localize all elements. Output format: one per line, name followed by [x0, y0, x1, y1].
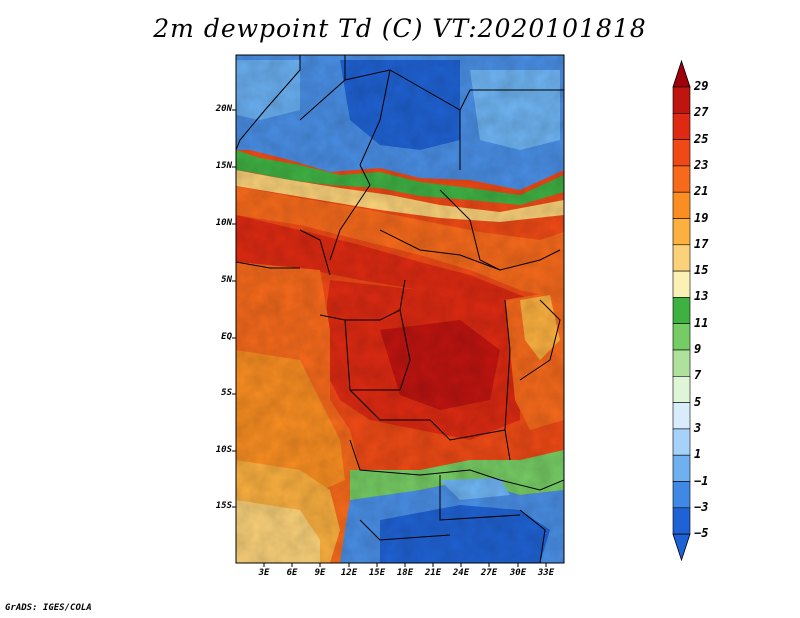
colorbar-swatch [672, 191, 691, 219]
colorbar-label: 29 [694, 79, 709, 93]
colorbar-swatch [672, 507, 691, 535]
colorbar-label: 15 [694, 263, 709, 278]
lon-label-21e: 21E [424, 568, 442, 578]
colorbar-top-triangle [672, 59, 691, 88]
colorbar-label: 1 [694, 447, 702, 462]
colorbar-label: −3 [694, 499, 709, 514]
colorbar-swatch [672, 244, 691, 272]
lon-label-9e: 9E [314, 568, 326, 578]
lat-label-15n: 15N [215, 161, 232, 171]
lon-label-33e: 33E [537, 568, 555, 578]
lon-label-24e: 24E [452, 568, 470, 578]
colorbar-label: 23 [694, 157, 709, 172]
colorbar-label: 7 [694, 368, 702, 383]
colorbar-label: 3 [694, 420, 702, 435]
lon-label-6e: 6E [286, 568, 298, 578]
colorbar-label: 21 [694, 184, 709, 199]
axis-ticks [232, 109, 547, 567]
lat-label-15s: 15S [215, 501, 232, 511]
colorbar-swatch [672, 113, 691, 140]
colorbar-label: 27 [694, 105, 709, 120]
lat-label-5s: 5S [221, 388, 232, 398]
map-frame [235, 54, 565, 564]
lon-label-12e: 12E [340, 568, 358, 578]
lon-label-27e: 27E [480, 568, 498, 578]
lat-label-10s: 10S [215, 445, 232, 455]
colorbar-swatch [672, 139, 691, 167]
lat-label-10n: 10N [215, 218, 232, 228]
lat-label-eq: EQ [221, 332, 232, 342]
country-boundaries [236, 55, 564, 563]
lat-label-5n: 5N [221, 275, 232, 285]
colorbar-swatch [672, 349, 691, 377]
lat-label-20n: 20N [215, 104, 232, 114]
colorbar-swatch [672, 428, 691, 456]
colorbar-label: 13 [694, 289, 709, 304]
colorbar-swatch [672, 402, 691, 430]
colorbar-label: −5 [694, 526, 709, 541]
colorbar-label: 9 [694, 342, 702, 356]
colorbar-label: 11 [694, 315, 709, 330]
colorbar-swatch [672, 270, 691, 298]
colorbar-swatch [672, 165, 691, 193]
lon-label-3e: 3E [258, 568, 270, 578]
colorbar-swatch [672, 86, 691, 114]
colorbar-label: −1 [694, 473, 709, 488]
colorbar-swatch [672, 454, 691, 482]
lon-label-15e: 15E [368, 568, 386, 578]
lon-label-18e: 18E [396, 568, 414, 578]
map-title: 2m dewpoint Td (C) VT:2020101818 [153, 14, 647, 43]
colorbar-swatch [672, 481, 691, 509]
colorbar [672, 59, 691, 562]
colorbar-bottom-triangle [672, 533, 691, 562]
colorbar-swatch [672, 375, 691, 403]
colorbar-label: 25 [694, 131, 709, 146]
colorbar-label: 5 [694, 394, 702, 409]
colorbar-label: 19 [694, 210, 709, 225]
colorbar-swatch [672, 323, 691, 351]
grads-credit: GrADS: IGES/COLA [5, 603, 92, 613]
colorbar-swatch [672, 218, 691, 246]
colorbar-label: 17 [694, 236, 709, 251]
colorbar-swatch [672, 297, 691, 324]
lon-label-30e: 30E [509, 568, 527, 578]
